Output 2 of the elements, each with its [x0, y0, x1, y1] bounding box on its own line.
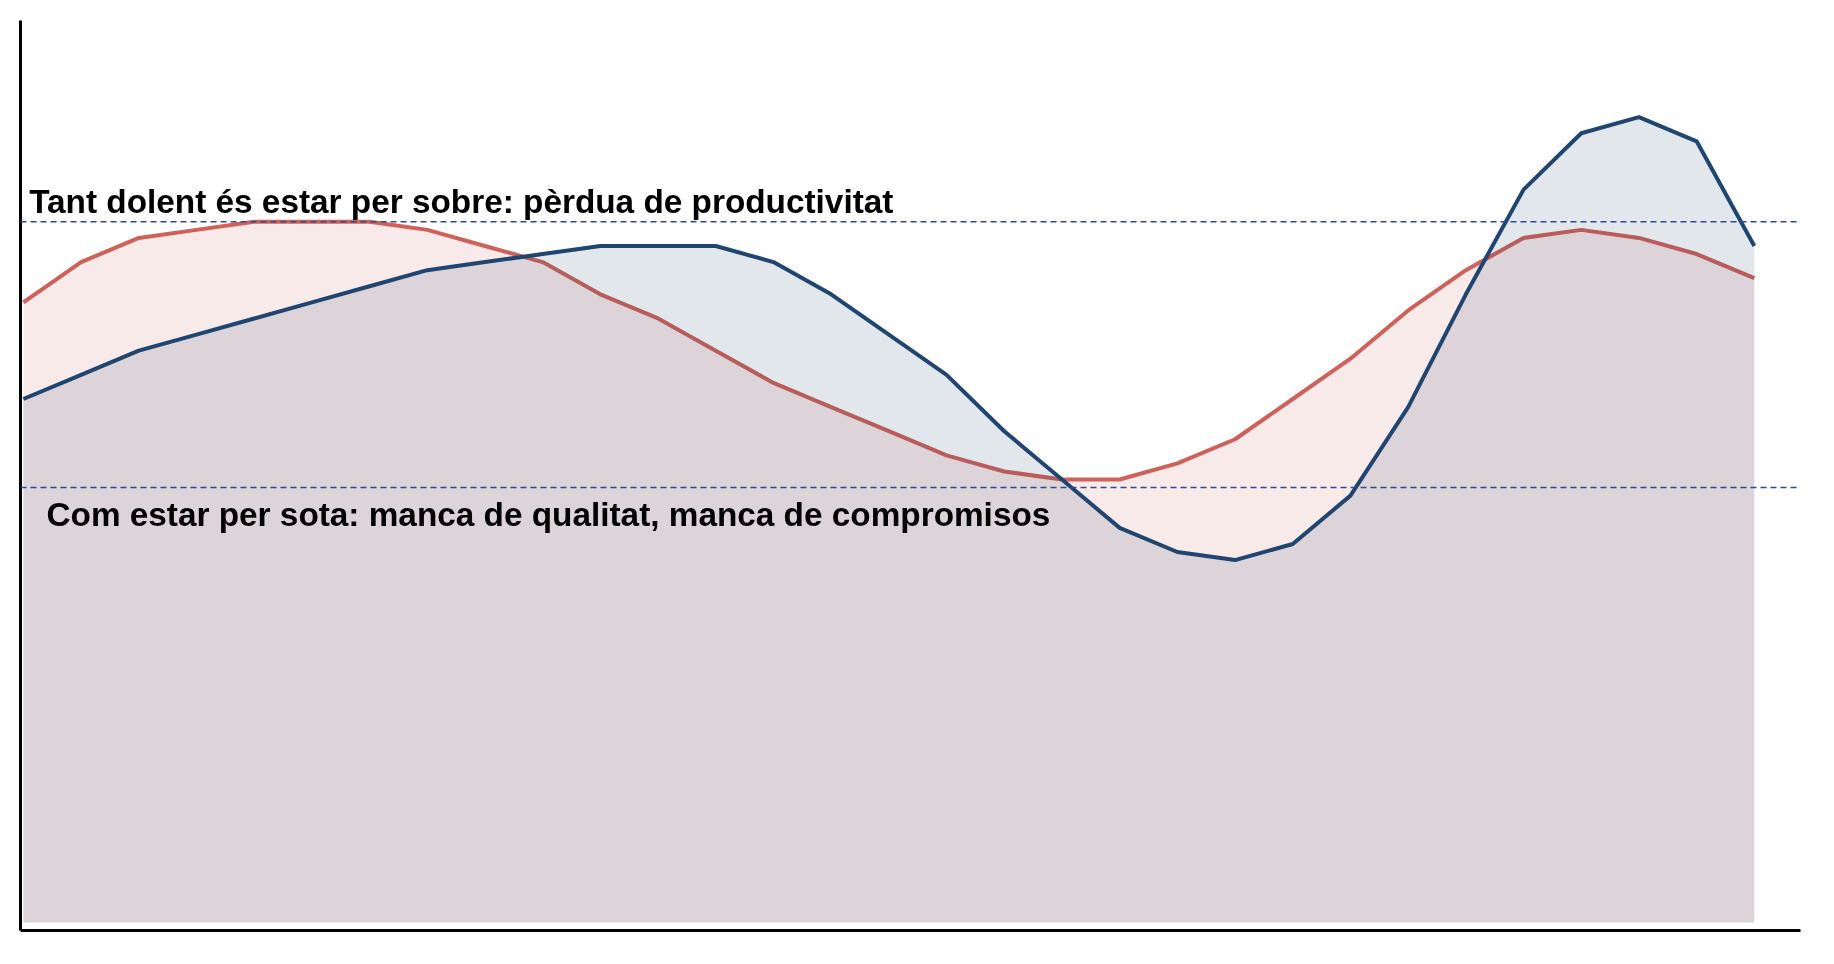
ref-line-label: Tant dolent és estar per sobre: pèrdua de productivitat: [29, 182, 894, 220]
ref-line-label: Com estar per sota: manca de qualitat, manca de compromisos: [46, 495, 1051, 533]
